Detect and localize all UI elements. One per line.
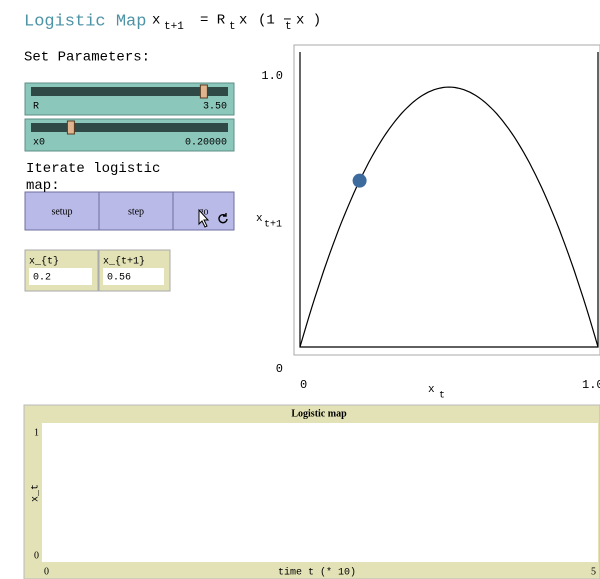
plot-area <box>42 423 598 562</box>
parameters-heading: Set Parameters: <box>24 50 150 66</box>
formula-part: (1 − <box>258 13 292 29</box>
logistic-curve <box>299 86 599 348</box>
view-y-label: x <box>256 213 263 225</box>
slider-thumb[interactable] <box>199 84 208 99</box>
formula-part: t <box>285 21 292 33</box>
slider-track <box>31 123 228 132</box>
formula-part: x ) <box>296 13 321 29</box>
plot-y-tick: 0 <box>34 550 39 561</box>
formula-part: x <box>239 13 247 29</box>
view-x-tick: 0 <box>300 378 307 392</box>
view-x-tick: 1.0 <box>582 378 600 392</box>
button-label[interactable]: go <box>199 206 209 217</box>
plot-x-tick: 0 <box>44 566 49 577</box>
view-box <box>299 52 599 348</box>
slider-track <box>31 87 228 96</box>
monitor-field <box>29 268 92 285</box>
button[interactable] <box>24 191 100 231</box>
formula-part: t <box>229 21 236 33</box>
plot-y-label: x_t <box>31 484 42 502</box>
monitor-field <box>103 268 164 285</box>
view-x-label: x <box>428 384 435 396</box>
mouse-cursor <box>198 208 210 228</box>
formula-part: = R <box>200 13 226 29</box>
plot-y-tick: 1 <box>34 427 39 438</box>
monitor-label: x_{t} <box>29 256 59 268</box>
slider-thumb[interactable] <box>66 120 75 135</box>
slider-label: R <box>33 102 39 113</box>
iterate-heading: Iterate logistic map: <box>26 161 161 194</box>
monitor-value: 0.56 <box>107 273 131 284</box>
forever-icon <box>218 213 228 224</box>
slider-value: 0.20000 <box>185 138 227 149</box>
view-x-label-sub: t <box>439 391 445 402</box>
button-label[interactable]: setup <box>51 206 72 217</box>
formula-part: x <box>152 13 160 29</box>
view-frame <box>293 44 600 356</box>
monitor-label: x_{t+1} <box>103 256 145 268</box>
view-y-tick: 0 <box>276 362 283 376</box>
plot-x-tick: 5 <box>591 566 596 577</box>
slider-value: 3.50 <box>203 102 227 113</box>
view-y-tick: 1.0 <box>261 69 283 83</box>
slider-label: x0 <box>33 138 45 149</box>
formula-part: t+1 <box>164 21 184 33</box>
plot-x-label: time t (* 10) <box>278 567 356 579</box>
button-label[interactable]: step <box>128 206 144 217</box>
title: Logistic Map <box>24 12 146 31</box>
plot-title: Logistic map <box>291 408 347 419</box>
state-point <box>352 173 367 188</box>
view-y-label-sub: t+1 <box>264 220 282 231</box>
monitor-value: 0.2 <box>33 273 51 284</box>
